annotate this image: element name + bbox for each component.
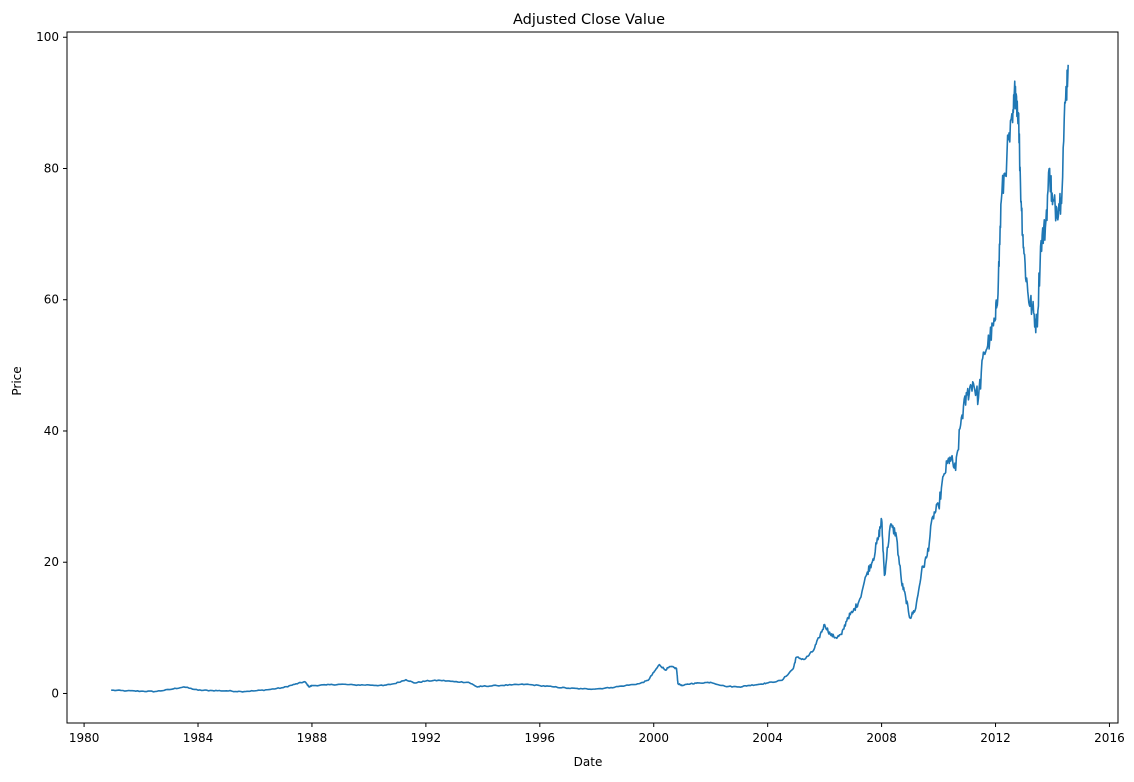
y-tick-label: 60 (44, 293, 59, 307)
x-tick-label: 2004 (752, 731, 783, 745)
y-tick-label: 40 (44, 424, 59, 438)
x-axis-label: Date (574, 755, 603, 769)
x-tick-label: 2000 (638, 731, 669, 745)
chart-title: Adjusted Close Value (513, 12, 665, 28)
x-tick-label: 1984 (183, 731, 214, 745)
y-tick-label: 100 (36, 30, 59, 44)
x-tick-label: 1988 (297, 731, 328, 745)
x-tick-label: 1992 (411, 731, 442, 745)
x-tick-label: 2008 (866, 731, 897, 745)
x-tick-label: 1996 (525, 731, 556, 745)
x-tick-label: 2016 (1094, 731, 1125, 745)
y-axis-label: Price (10, 366, 24, 395)
y-tick-label: 0 (51, 686, 59, 700)
plot-frame (66, 31, 1119, 724)
axes-layer: 1980 1984 1988 1992 1996 2000 2004 2008 2012 2016… (36, 30, 1125, 745)
x-tick-label: 2012 (980, 731, 1011, 745)
series-layer (111, 64, 1069, 693)
x-tick-label: 1980 (69, 731, 100, 745)
series-line-adj-close (111, 64, 1069, 693)
y-tick-label: 80 (44, 161, 59, 175)
y-tick-label: 20 (44, 555, 59, 569)
